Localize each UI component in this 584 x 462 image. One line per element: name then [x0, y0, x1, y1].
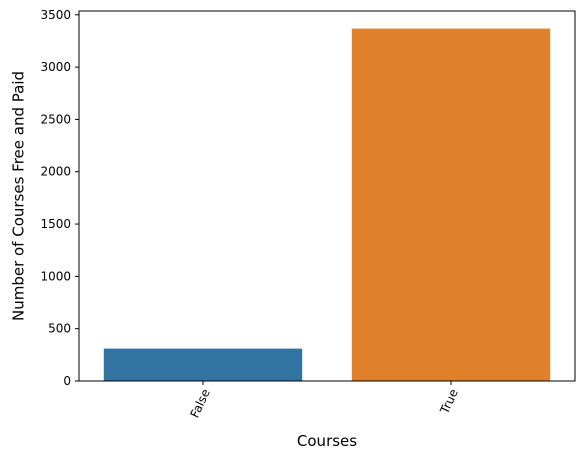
y-axis-label: Number of Courses Free and Paid [10, 71, 28, 321]
bar-false [103, 348, 303, 381]
y-axis: 0 500 1000 1500 2000 2500 3000 3500 [40, 8, 79, 388]
plot-area [103, 28, 551, 381]
y-tick-label: 2000 [40, 165, 71, 179]
bar-true [351, 28, 551, 381]
x-axis-label: Courses [297, 432, 357, 450]
x-tick-label-true: True [437, 387, 461, 417]
y-tick-label: 3500 [40, 8, 71, 22]
y-tick-label: 1000 [40, 269, 71, 283]
y-tick-label: 3000 [40, 60, 71, 74]
y-tick-label: 2500 [40, 112, 71, 126]
y-tick-label: 1500 [40, 217, 71, 231]
plot-frame [78, 10, 576, 382]
y-tick-label: 0 [63, 374, 71, 388]
x-tick-label-false: False [187, 387, 212, 420]
y-tick-label: 500 [48, 322, 71, 336]
x-axis: False True [187, 381, 461, 420]
